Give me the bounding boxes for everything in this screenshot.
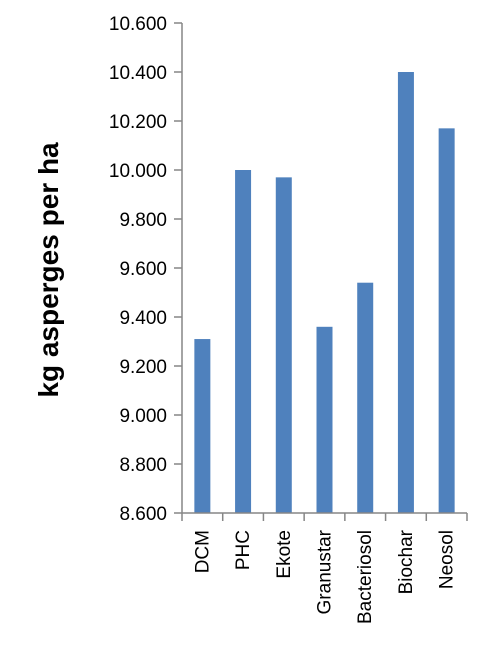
x-category-label: DCM [192,530,213,573]
bar-ekote [275,177,292,513]
axes [181,23,467,514]
y-axis-title-group: kg asperges per ha [33,142,64,398]
x-category-label: PHC [233,530,254,570]
y-tick-label: 9.600 [119,259,167,280]
bar-neosol [438,128,455,513]
bar-biochar [397,72,414,513]
x-axis-ticks: DCM PHC Ekote Granustar Bacteriosol Biochar Ne… [181,513,468,624]
x-category-label: Ekote [274,530,295,579]
x-category-label: Neosol [437,530,458,589]
y-axis-title: kg asperges per ha [33,142,64,398]
x-category-label: Bacteriosol [355,530,376,624]
x-category-label: Biochar [396,529,417,594]
y-tick-label: 10.000 [109,161,167,182]
y-tick-label: 10.400 [109,63,167,84]
y-tick-label: 8.600 [119,504,167,525]
y-tick-label: 10.200 [109,112,167,133]
y-axis-ticks: 8.600 8.800 9.000 9.200 9.400 9.600 9.800 10.00… [109,14,182,525]
bar-granustar [316,326,333,513]
y-tick-label: 9.200 [119,357,167,378]
y-tick-label: 9.000 [119,406,167,427]
y-tick-label: 10.600 [109,14,167,35]
x-category-label: Granustar [315,529,336,614]
bar-phc [235,170,252,513]
bar-series [194,72,455,513]
y-tick-label: 8.800 [119,455,167,476]
y-tick-label: 9.800 [119,210,167,231]
y-tick-label: 9.400 [119,308,167,329]
bar-bacteriosol [357,282,374,513]
bar-dcm [194,339,211,513]
